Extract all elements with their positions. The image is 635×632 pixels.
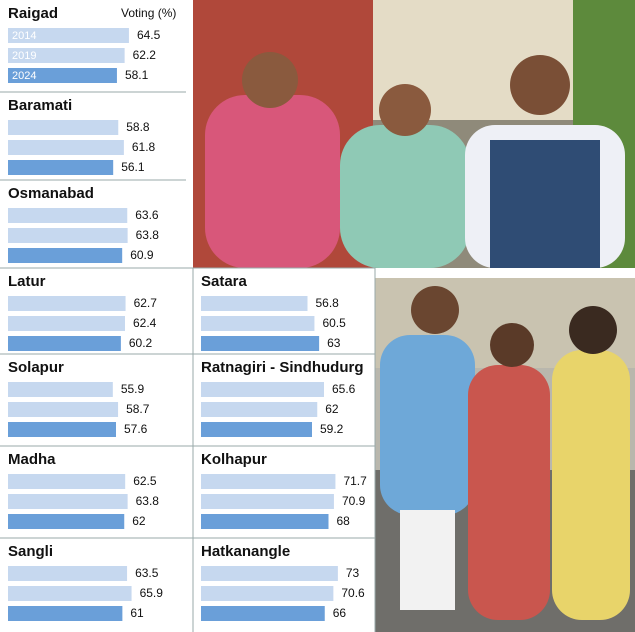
value-label: 56.1 [121,160,145,174]
bar [8,514,125,529]
bar [201,514,329,529]
bar [201,296,308,311]
bar [8,382,113,397]
bar [8,228,128,243]
bar [201,422,312,437]
panel-title: Ratnagiri - Sindhudurg [201,359,364,376]
separators [0,91,376,632]
panel-title: Hatkanangle [201,543,290,560]
photo-bottom [375,278,635,632]
value-label: 63.6 [135,208,159,222]
category-label: 2019 [12,50,36,62]
bar [201,606,325,621]
value-label: 70.6 [341,586,365,600]
bar [201,566,338,581]
bar [8,566,128,581]
bar [201,316,315,331]
panel-title: Baramati [8,97,72,114]
value-label: 58.1 [125,68,149,82]
value-label: 70.9 [342,494,366,508]
value-label: 62.7 [134,296,158,310]
value-label: 65.9 [140,586,164,600]
bar [8,160,114,175]
bar [201,586,334,601]
value-label: 59.2 [320,422,344,436]
bar [8,208,128,223]
value-label: 68 [337,514,351,528]
value-label: 62.4 [133,316,157,330]
value-label: 56.8 [316,296,340,310]
value-label: 63.8 [136,494,160,508]
panel-title: Madha [8,451,56,468]
bar [8,494,128,509]
panel-title: Raigad [8,5,58,22]
bar [8,120,119,135]
bar [8,316,125,331]
value-label: 61 [130,606,144,620]
bar [8,402,119,417]
value-label: 65.6 [332,382,356,396]
value-label: 58.8 [126,120,150,134]
value-label: 60.5 [322,316,346,330]
bar [201,382,324,397]
panel-title: Satara [201,273,248,290]
panel-title: Solapur [8,359,64,376]
value-label: 58.7 [126,402,150,416]
bar [8,68,117,83]
bar [8,422,116,437]
panel-title: Sangli [8,543,53,560]
bar [8,586,132,601]
value-label: 57.6 [124,422,148,436]
value-label: 62 [325,402,339,416]
value-label: 62.5 [133,474,157,488]
value-label: 60.9 [130,248,154,262]
value-label: 63 [327,336,341,350]
bar [201,494,334,509]
panel-title: Kolhapur [201,451,267,468]
photo-top [193,0,635,268]
value-label: 64.5 [137,28,161,42]
bar [8,140,124,155]
bar [8,28,129,43]
value-label: 60.2 [129,336,153,350]
bar [8,296,126,311]
panel-title: Latur [8,273,46,290]
value-label: 71.7 [343,474,367,488]
value-label: 61.8 [132,140,156,154]
bar [8,48,125,63]
bar [8,248,123,263]
panel-title: Osmanabad [8,185,94,202]
value-axis-label: Voting (%) [121,6,176,20]
value-label: 66 [333,606,347,620]
bar [8,474,126,489]
value-label: 62 [132,514,146,528]
bar [201,474,336,489]
value-label: 73 [346,566,360,580]
value-label: 63.5 [135,566,159,580]
bar [8,336,121,351]
value-label: 62.2 [133,48,157,62]
category-label: 2014 [12,30,36,42]
category-label: 2024 [12,70,36,82]
value-label: 55.9 [121,382,145,396]
bar [201,402,318,417]
bar [8,606,123,621]
bar [201,336,320,351]
value-label: 63.8 [136,228,160,242]
